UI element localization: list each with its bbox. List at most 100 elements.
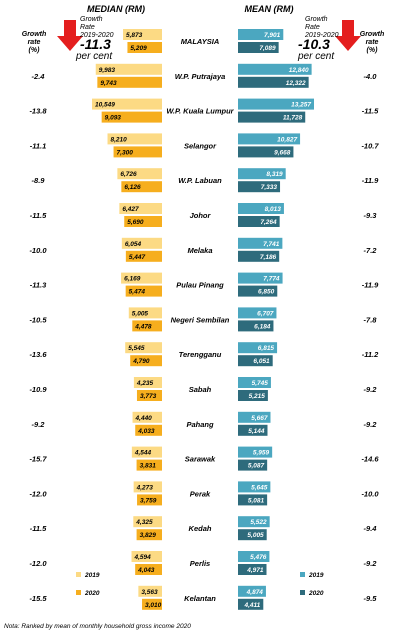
bar-mean-2019 — [238, 551, 270, 562]
value-median-2019: 4,544 — [134, 450, 152, 457]
median-growth-rate: -8.9 — [32, 176, 46, 185]
value-mean-2019: 6,707 — [257, 310, 274, 317]
bar-mean-2020 — [238, 564, 267, 575]
growth-rate-label-left-1: Growth — [22, 31, 47, 38]
median-summary-line2: Rate — [80, 24, 95, 31]
legend-swatch-median-2020 — [76, 590, 81, 595]
bar-mean-2019 — [238, 481, 271, 493]
bar-mean-2020 — [238, 181, 281, 193]
median-summary-line1: Growth — [80, 16, 103, 23]
down-arrow-icon — [335, 20, 361, 51]
bar-median-2019 — [138, 585, 162, 597]
bar-mean-2019 — [238, 411, 271, 423]
mean-growth-rate: -9.5 — [364, 594, 378, 603]
state-label: W.P. Kuala Lumpur — [166, 107, 234, 116]
median-growth-rate: -11.5 — [30, 524, 47, 533]
value-mean-2020: 5,215 — [249, 393, 266, 400]
value-mean-2020: 4,411 — [243, 602, 260, 609]
value-mean-2020: 5,144 — [248, 428, 265, 435]
value-median-2020: 3,010 — [145, 602, 162, 609]
mean-summary-unit: per cent — [297, 51, 335, 62]
bar-median-2019 — [107, 133, 162, 145]
mean-growth-rate: -9.2 — [364, 559, 378, 568]
bar-median-2019 — [121, 237, 162, 249]
bar-median-2019 — [92, 98, 162, 110]
value-median-2019: 5,005 — [132, 310, 149, 317]
mean-header: MEAN (RM) — [245, 4, 294, 14]
bar-mean-2019 — [238, 342, 278, 354]
state-label: Perak — [190, 489, 211, 498]
value-mean-2019: 10,827 — [277, 136, 297, 143]
bar-median-2020 — [137, 494, 162, 506]
value-mean-2019: 5,476 — [250, 554, 267, 561]
value-median-2020: 5,447 — [129, 254, 146, 261]
value-median-2019: 4,325 — [135, 519, 153, 526]
value-median-2019: 4,273 — [136, 484, 154, 491]
value-mean-2020: 12,322 — [286, 80, 306, 87]
bar-median-2019 — [128, 307, 162, 319]
value-mean-2019: 6,815 — [258, 345, 275, 352]
bar-mean-2019 — [238, 63, 312, 75]
value-median-2019: 8,210 — [111, 136, 128, 143]
bar-median-2020 — [125, 250, 162, 262]
value-median-2020: 9,093 — [105, 115, 122, 122]
value-mean-2019: 13,257 — [291, 102, 311, 109]
mean-growth-rate: -9.3 — [364, 211, 378, 220]
state-label: Kelantan — [184, 594, 216, 603]
legend-label-median-2019: 2019 — [84, 572, 100, 579]
value-median-2020: 3,831 — [140, 463, 157, 470]
median-growth-rate: -10.9 — [29, 385, 47, 394]
bar-mean-2020 — [238, 459, 268, 471]
mean-growth-rate: -11.9 — [362, 176, 379, 185]
value-mean-2019: 7,774 — [263, 276, 280, 283]
bar-median-2020 — [136, 529, 162, 541]
median-growth-rate: -13.6 — [29, 350, 47, 359]
bar-median-2019 — [123, 29, 162, 40]
mean-growth-rate: -14.6 — [361, 455, 379, 464]
value-mean-2019: 5,667 — [251, 415, 268, 422]
bar-median-2020 — [130, 355, 162, 367]
bar-median-2020 — [136, 390, 162, 401]
value-median-2019: 5,545 — [128, 345, 145, 352]
bar-mean-2019 — [238, 29, 284, 40]
value-mean-2020: 6,051 — [253, 358, 270, 365]
bar-median-2020 — [97, 76, 162, 88]
bar-median-2019 — [132, 411, 162, 423]
value-mean-2020: 5,005 — [247, 532, 264, 539]
bar-median-2019 — [117, 168, 162, 180]
median-growth-rate: -10.0 — [29, 246, 47, 255]
mean-growth-rate: -11.2 — [362, 350, 379, 359]
value-mean-2019: 5,745 — [252, 380, 269, 387]
bar-mean-2020 — [238, 598, 264, 610]
mean-summary-line1: Growth — [305, 16, 328, 23]
bar-mean-2020 — [238, 390, 268, 401]
median-growth-rate: -12.0 — [29, 559, 47, 568]
state-label: W.P. Labuan — [178, 176, 222, 185]
mean-growth-rate: -9.4 — [364, 524, 378, 533]
value-mean-2020: 6,850 — [258, 289, 275, 296]
chart-rows: 5,873 5,209 7,901 7,089 MALAYSIA 9,983 9,743 12… — [29, 29, 379, 610]
mean-summary: Growth Rate 2019-2020 -10.3 per cent — [297, 16, 361, 62]
value-median-2019: 5,873 — [126, 32, 143, 39]
bar-median-2019 — [119, 203, 162, 214]
value-median-2020: 3,759 — [140, 497, 157, 504]
value-median-2020: 5,209 — [130, 45, 147, 52]
bar-median-2020 — [121, 181, 162, 193]
bar-median-2020 — [136, 459, 162, 471]
growth-rate-label-right-2: rate — [366, 39, 379, 46]
bar-median-2020 — [124, 216, 162, 227]
value-mean-2020: 4,971 — [246, 567, 264, 574]
mean-growth-rate: -11.9 — [362, 281, 379, 290]
bar-median-2020 — [101, 111, 162, 123]
bar-mean-2019 — [238, 307, 277, 319]
bar-median-2019 — [125, 342, 162, 354]
mean-growth-rate: -10.0 — [361, 489, 379, 498]
bar-mean-2019 — [238, 272, 283, 284]
state-label: Selangor — [184, 141, 217, 150]
value-median-2019: 4,235 — [136, 380, 154, 387]
mean-summary-line2: Rate — [305, 24, 320, 31]
bar-median-2019 — [131, 446, 162, 458]
state-label: Perlis — [190, 559, 210, 568]
value-median-2019: 4,594 — [134, 554, 152, 561]
bar-mean-2020 — [238, 76, 309, 88]
